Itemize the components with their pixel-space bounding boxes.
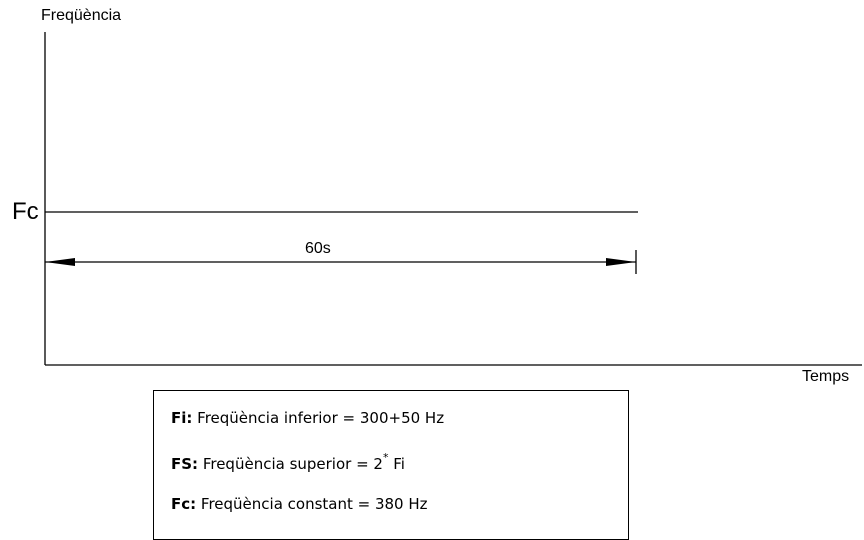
legend-after-fs: Fi (388, 455, 405, 473)
legend-box: Fi: Freqüència inferior = 300+50 Hz FS: … (153, 390, 629, 540)
legend-text-fi: Freqüència inferior = 300+50 Hz (192, 409, 445, 427)
frequency-diagram (44, 32, 862, 366)
legend-term-fi: Fi: (171, 409, 193, 427)
fc-level-label: Fc (12, 198, 39, 225)
legend-row-fc: Fc: Freqüència constant = 380 Hz (171, 495, 428, 513)
legend-term-fs: FS: (171, 455, 199, 473)
legend-text-fc: Freqüència constant = 380 Hz (196, 495, 428, 513)
duration-label: 60s (305, 240, 331, 257)
legend-row-fs: FS: Freqüència superior = 2* Fi (171, 451, 405, 473)
y-axis-label: Freqüència (41, 7, 122, 24)
legend-sup-fs: * (382, 451, 389, 464)
x-axis-label: Temps (802, 368, 850, 385)
legend-row-fi: Fi: Freqüència inferior = 300+50 Hz (171, 409, 444, 427)
legend-text-fs: Freqüència superior = 2 (198, 455, 383, 473)
legend-term-fc: Fc: (171, 495, 197, 513)
